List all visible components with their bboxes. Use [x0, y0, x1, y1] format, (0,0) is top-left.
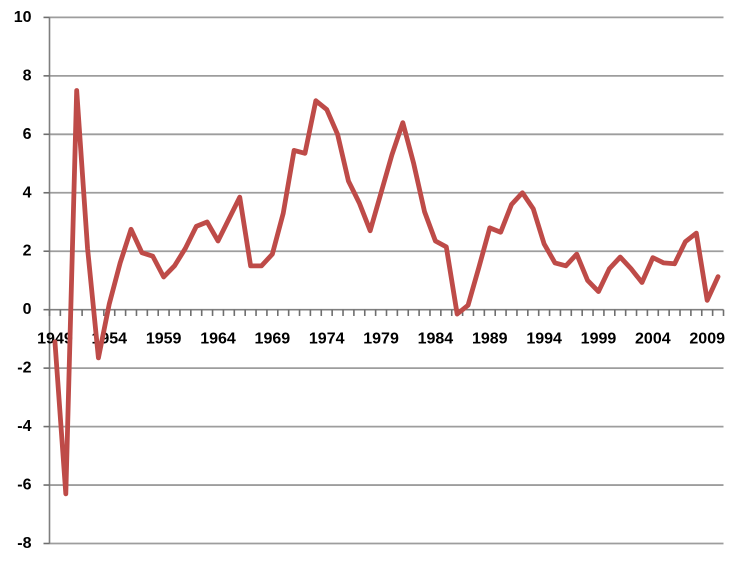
svg-text:4: 4: [23, 184, 32, 201]
svg-text:1949: 1949: [37, 330, 73, 347]
svg-text:2: 2: [23, 243, 32, 260]
svg-text:0: 0: [23, 301, 32, 318]
svg-text:1969: 1969: [255, 330, 291, 347]
svg-text:-6: -6: [17, 477, 31, 494]
svg-text:1974: 1974: [309, 330, 345, 347]
svg-text:1989: 1989: [472, 330, 508, 347]
svg-text:1959: 1959: [146, 330, 182, 347]
svg-text:1984: 1984: [418, 330, 454, 347]
svg-text:2004: 2004: [635, 330, 671, 347]
svg-text:-8: -8: [17, 535, 31, 552]
svg-text:1964: 1964: [200, 330, 236, 347]
svg-text:1994: 1994: [526, 330, 562, 347]
svg-text:8: 8: [23, 67, 32, 84]
svg-text:10: 10: [14, 9, 32, 26]
svg-text:-2: -2: [17, 360, 31, 377]
svg-text:1999: 1999: [581, 330, 617, 347]
svg-text:-4: -4: [17, 418, 31, 435]
svg-text:2009: 2009: [689, 330, 725, 347]
svg-text:6: 6: [23, 126, 32, 143]
svg-text:1979: 1979: [363, 330, 399, 347]
